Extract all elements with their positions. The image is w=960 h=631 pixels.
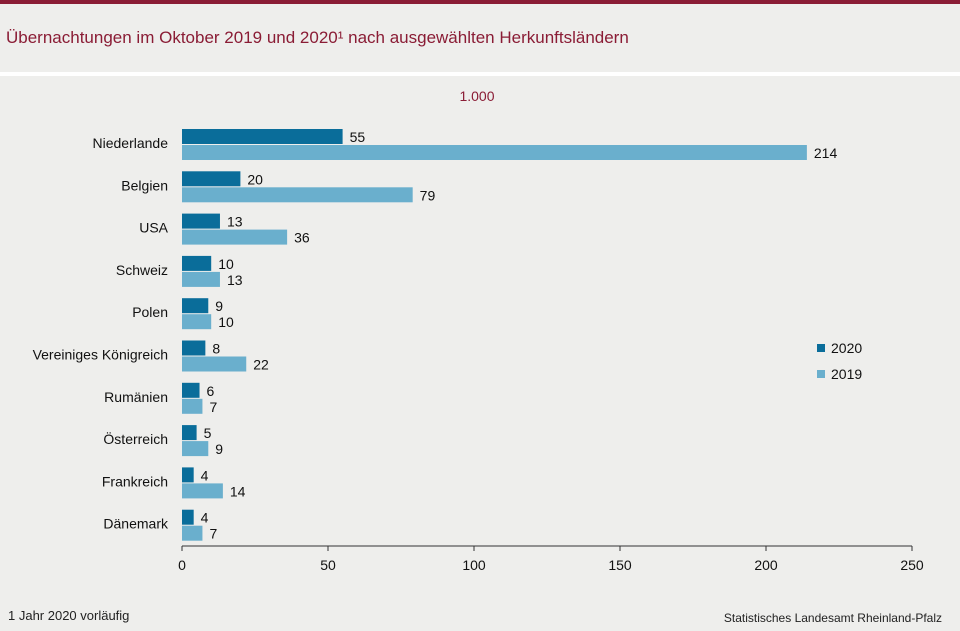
- x-tick-label: 250: [900, 557, 924, 573]
- data-label: 9: [215, 298, 223, 314]
- data-label: 214: [814, 145, 838, 161]
- data-label: 10: [218, 256, 234, 272]
- bar-2020: [182, 382, 200, 398]
- legend-label: 2019: [831, 366, 862, 382]
- data-label: 14: [230, 483, 246, 499]
- bar-2020: [182, 340, 206, 356]
- x-tick-label: 50: [320, 557, 336, 573]
- data-label: 7: [209, 526, 217, 542]
- legend: 2020 2019: [817, 340, 862, 382]
- data-label: 79: [420, 187, 436, 203]
- category-label: Belgien: [121, 177, 168, 193]
- bar-2020: [182, 213, 220, 229]
- bar-2019: [182, 271, 220, 287]
- category-label: Österreich: [103, 430, 168, 447]
- bar-2020: [182, 298, 209, 314]
- bar-2020: [182, 467, 194, 483]
- data-label: 10: [218, 314, 234, 330]
- data-label: 22: [253, 357, 269, 373]
- bar-2020: [182, 129, 343, 144]
- data-label: 4: [201, 467, 209, 483]
- category-label: Vereiniges Königreich: [33, 347, 168, 363]
- category-label: Schweiz: [116, 262, 168, 278]
- data-label: 6: [207, 383, 215, 399]
- x-tick-label: 150: [608, 557, 632, 573]
- bar-2019: [182, 314, 212, 330]
- category-label: Frankreich: [102, 473, 168, 489]
- x-tick-label: 100: [462, 557, 486, 573]
- data-label: 5: [204, 425, 212, 441]
- chart-title: Übernachtungen im Oktober 2019 und 2020¹…: [6, 28, 629, 47]
- x-axis: 0 50 100 150 200 250: [178, 545, 924, 573]
- legend-swatch-2019: [817, 370, 825, 378]
- bar-2019: [182, 229, 288, 245]
- x-tick-label: 0: [178, 557, 186, 573]
- bar-2019: [182, 398, 203, 414]
- category-label: Dänemark: [103, 516, 169, 532]
- bar-2019: [182, 441, 209, 457]
- bar-2019: [182, 145, 807, 160]
- x-tick-label: 200: [754, 557, 778, 573]
- top-accent-bar: [0, 0, 960, 4]
- footnote: 1 Jahr 2020 vorläufig: [8, 608, 130, 623]
- bar-2019: [182, 356, 247, 372]
- data-label: 4: [201, 510, 209, 526]
- bar-2020: [182, 509, 194, 525]
- legend-label: 2020: [831, 340, 862, 356]
- category-label: Rumänien: [104, 389, 168, 405]
- bar-2020: [182, 171, 241, 187]
- unit-label: 1.000: [459, 88, 494, 104]
- source-note: Statistisches Landesamt Rheinland-Pfalz: [723, 611, 942, 625]
- bar-2020: [182, 425, 197, 441]
- data-label: 9: [215, 441, 223, 457]
- bar-2020: [182, 255, 212, 271]
- data-label: 13: [227, 272, 243, 288]
- bar-2019: [182, 525, 203, 541]
- data-label: 7: [209, 399, 217, 415]
- category-label: Polen: [132, 304, 168, 320]
- data-label: 55: [350, 129, 366, 145]
- bar-2019: [182, 187, 413, 203]
- data-label: 20: [247, 171, 263, 187]
- data-label: 8: [212, 341, 220, 357]
- category-label: Niederlande: [93, 135, 169, 151]
- category-label: USA: [139, 220, 168, 236]
- data-label: 36: [294, 230, 310, 246]
- bar-2019: [182, 483, 223, 499]
- legend-swatch-2020: [817, 344, 825, 352]
- header-separator: [0, 72, 960, 76]
- data-label: 13: [227, 214, 243, 230]
